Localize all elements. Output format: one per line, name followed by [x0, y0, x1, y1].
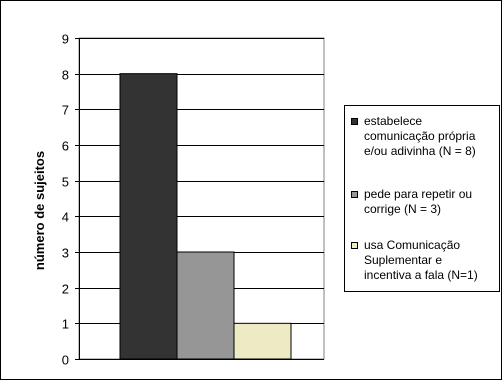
legend: estabelece comunicação própria e/ou adiv… — [344, 105, 500, 292]
legend-label-series-3: usa Comunicação Suplementar e incentiva … — [364, 238, 478, 282]
y-tick-label: 9 — [62, 32, 69, 47]
legend-label-series-2: pede para repetir ou corrige (N = 3) — [364, 187, 473, 216]
y-axis-label: número de sujeitos — [32, 151, 47, 270]
bar-series-2 — [176, 251, 235, 360]
legend-label-series-1: estabelece comunicação própria e/ou adiv… — [364, 114, 476, 158]
bar-series-1 — [119, 73, 178, 360]
y-tick-label: 0 — [62, 353, 69, 368]
y-tick-label: 2 — [62, 282, 69, 297]
legend-swatch-series-3 — [351, 242, 358, 249]
bar-series-3 — [233, 322, 292, 360]
y-tick-label: 8 — [62, 68, 69, 83]
legend-swatch-series-1 — [351, 118, 358, 125]
y-tick-label: 7 — [62, 103, 69, 118]
y-tick-label: 1 — [62, 317, 69, 332]
legend-swatch-series-2 — [351, 191, 358, 198]
y-tick-label: 4 — [62, 210, 69, 225]
y-tick-label: 5 — [62, 175, 69, 190]
y-tick-label: 6 — [62, 139, 69, 154]
y-tick-label: 3 — [62, 246, 69, 261]
